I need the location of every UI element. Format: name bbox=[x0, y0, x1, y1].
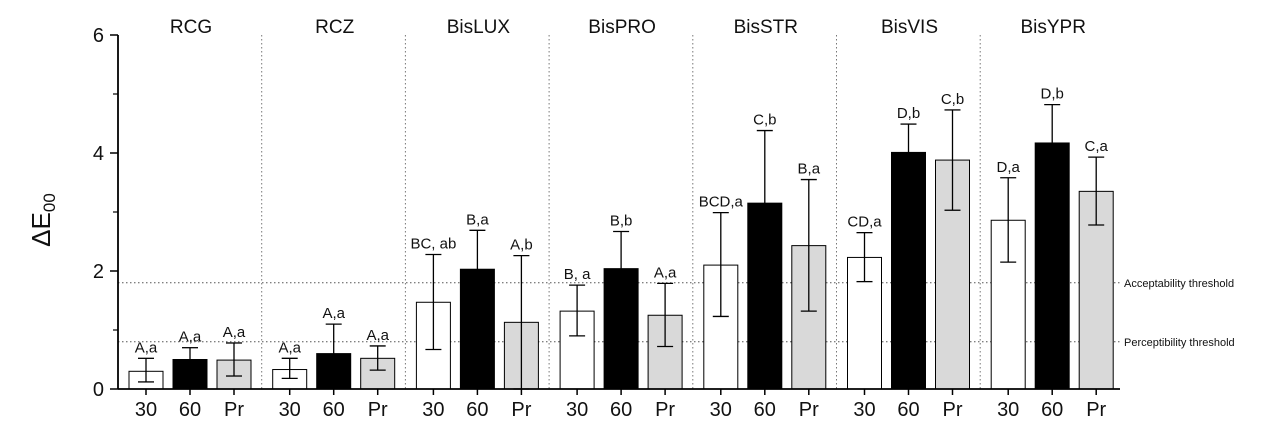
x-tick-label: Pr bbox=[1086, 399, 1106, 421]
y-tick-label: 0 bbox=[93, 379, 104, 401]
group-label: RCG bbox=[170, 17, 212, 38]
group-label: BisVIS bbox=[881, 17, 938, 38]
x-tick-label: 60 bbox=[466, 399, 488, 421]
x-tick-label: Pr bbox=[799, 399, 819, 421]
bar-data-label: B,b bbox=[610, 212, 633, 229]
y-tick-label: 4 bbox=[93, 143, 104, 165]
x-tick-label: 60 bbox=[1041, 399, 1063, 421]
x-tick-label: Pr bbox=[943, 399, 963, 421]
group-divider-layer bbox=[261, 35, 981, 389]
bar-data-label: C,b bbox=[941, 91, 964, 108]
bar-data-label: BC, ab bbox=[410, 235, 456, 252]
x-tick-label: 30 bbox=[279, 399, 301, 421]
bar bbox=[1034, 142, 1070, 390]
y-axis-title: ΔE00 bbox=[26, 193, 59, 247]
bar-data-label: D,b bbox=[897, 105, 920, 122]
bar-data-label: A,a bbox=[179, 329, 202, 346]
bar-data-label: A,a bbox=[366, 327, 389, 344]
bar-data-label: B, a bbox=[564, 266, 591, 283]
x-tick-label: 60 bbox=[323, 399, 345, 421]
bar-data-label: A,a bbox=[654, 264, 677, 281]
x-tick-label: 30 bbox=[853, 399, 875, 421]
group-label: RCZ bbox=[315, 17, 354, 38]
x-tick-label: 30 bbox=[997, 399, 1019, 421]
bar-data-label: D,a bbox=[997, 159, 1021, 176]
x-tick-label: 60 bbox=[897, 399, 919, 421]
x-tick-label: 30 bbox=[710, 399, 732, 421]
text-layer: Acceptability threshold Perceptibility th… bbox=[93, 17, 1235, 421]
threshold-label: Perceptibility threshold bbox=[1124, 337, 1235, 349]
x-tick-label: 60 bbox=[610, 399, 632, 421]
bar-data-label: C,a bbox=[1085, 138, 1109, 155]
group-label: BisYPR bbox=[1020, 17, 1085, 38]
bar-data-label: A,a bbox=[135, 339, 158, 356]
bar-data-label: D,b bbox=[1041, 86, 1064, 103]
y-axis-title-main: ΔE bbox=[26, 212, 56, 247]
x-tick-label: Pr bbox=[224, 399, 244, 421]
bar-data-label: CD,a bbox=[847, 214, 882, 231]
x-tick-label: 30 bbox=[422, 399, 444, 421]
threshold-label: Acceptability threshold bbox=[1124, 278, 1234, 290]
x-tick-label: 60 bbox=[179, 399, 201, 421]
bar-data-label: B,a bbox=[798, 161, 821, 178]
bar-data-label: A,a bbox=[223, 324, 246, 341]
bar bbox=[891, 151, 926, 390]
x-tick-label: 30 bbox=[135, 399, 157, 421]
bar-layer bbox=[128, 103, 1114, 390]
y-tick-label: 6 bbox=[93, 25, 104, 47]
bar-data-label: A,a bbox=[278, 339, 301, 356]
x-tick-label: Pr bbox=[511, 399, 531, 421]
x-tick-label: 60 bbox=[754, 399, 776, 421]
x-tick-label: Pr bbox=[368, 399, 388, 421]
x-tick-label: 30 bbox=[566, 399, 588, 421]
axis-layer bbox=[110, 34, 1120, 395]
group-label: BisLUX bbox=[447, 17, 511, 38]
group-label: BisPRO bbox=[588, 17, 656, 38]
bar-data-label: A,b bbox=[510, 237, 533, 254]
bar-data-label: B,a bbox=[466, 211, 489, 228]
bar-data-label: C,b bbox=[753, 112, 776, 129]
bar-data-label: A,a bbox=[322, 305, 345, 322]
bar-data-label: BCD,a bbox=[699, 194, 744, 211]
y-tick-label: 2 bbox=[93, 261, 104, 283]
y-axis-title-subscript: 00 bbox=[40, 193, 59, 212]
bar bbox=[847, 256, 882, 390]
x-tick-label: Pr bbox=[655, 399, 675, 421]
group-label: BisSTR bbox=[734, 17, 798, 38]
